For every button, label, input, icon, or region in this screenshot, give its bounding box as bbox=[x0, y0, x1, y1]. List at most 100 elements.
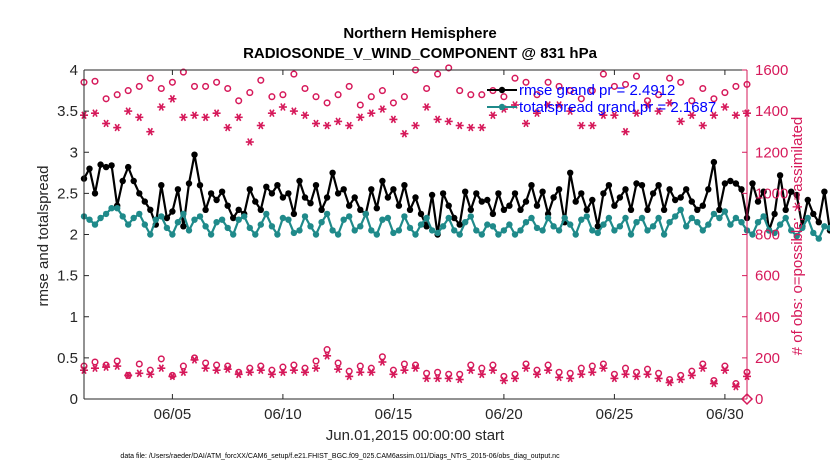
totalspread-point bbox=[268, 223, 276, 230]
totalspread-point bbox=[362, 210, 369, 218]
ticks-layer: 06/05 06/10 06/15 06/20 06/25 06/30 0 0.5 1 1.5 2 2… bbox=[57, 62, 788, 423]
rmse-point bbox=[616, 194, 624, 201]
totalspread-point bbox=[147, 231, 154, 238]
assimilated-obs-point bbox=[643, 370, 652, 379]
rmse-point bbox=[136, 190, 143, 197]
totalspread-point bbox=[771, 229, 778, 237]
assimilated-obs-point bbox=[223, 365, 232, 374]
rmse-point bbox=[174, 186, 182, 193]
assimilated-obs-point bbox=[665, 99, 674, 107]
totalspread-point bbox=[666, 219, 673, 226]
rmse-point bbox=[638, 182, 646, 189]
totalspread-point bbox=[114, 205, 121, 212]
y-tick-label: 2.5 bbox=[57, 185, 78, 202]
rmse-point bbox=[384, 194, 392, 201]
rmse-point bbox=[572, 198, 579, 205]
rmse-point bbox=[754, 198, 762, 205]
totalspread-point bbox=[677, 206, 684, 213]
possible-obs-point bbox=[91, 77, 99, 85]
assimilated-obs-point bbox=[544, 366, 553, 375]
totalspread-point bbox=[174, 219, 182, 226]
assimilated-obs-point bbox=[124, 371, 133, 380]
rmse-point bbox=[550, 194, 557, 201]
possible-obs-point bbox=[511, 74, 519, 82]
totalspread-point bbox=[395, 227, 403, 234]
totalspread-point bbox=[594, 229, 601, 237]
possible-obs-point bbox=[356, 362, 364, 370]
assimilated-obs-point bbox=[488, 366, 497, 375]
possible-obs-point bbox=[467, 91, 475, 99]
totalspread-point bbox=[738, 219, 745, 226]
assimilated-obs-point bbox=[157, 364, 166, 373]
totalspread-point bbox=[401, 213, 408, 220]
totalspread-point bbox=[439, 223, 447, 230]
rmse-point bbox=[716, 206, 723, 213]
assimilated-obs-point bbox=[378, 105, 387, 113]
x-tick-label: 06/05 bbox=[154, 406, 192, 423]
assimilated-obs-point bbox=[433, 115, 442, 124]
x-tick-label: 06/10 bbox=[264, 406, 302, 423]
rmse-point bbox=[699, 202, 706, 209]
totalspread-point bbox=[649, 223, 657, 230]
assimilated-obs-point bbox=[466, 123, 475, 132]
assimilated-obs-point bbox=[190, 111, 199, 120]
series-2 bbox=[80, 64, 751, 109]
possible-obs-point bbox=[323, 99, 331, 107]
assimilated-obs-point bbox=[455, 375, 464, 384]
assimilated-obs-point bbox=[356, 113, 365, 122]
rmse-point bbox=[185, 180, 193, 187]
assimilated-obs-point bbox=[102, 363, 111, 372]
totalspread-point bbox=[97, 214, 104, 222]
totalspread-point bbox=[462, 219, 469, 226]
rmse-point bbox=[329, 169, 336, 176]
rmse-point bbox=[301, 194, 309, 201]
rmse-point bbox=[395, 202, 403, 209]
totalspread-point bbox=[379, 216, 386, 223]
rmse-point bbox=[102, 163, 110, 171]
totalspread-point bbox=[660, 231, 668, 238]
rmse-point bbox=[196, 182, 204, 189]
possible-obs-point bbox=[367, 93, 375, 101]
totalspread-point bbox=[213, 219, 220, 226]
assimilated-obs-point bbox=[267, 370, 276, 379]
rmse-point bbox=[257, 206, 264, 213]
totalspread-point bbox=[152, 216, 159, 223]
totalspread-point bbox=[334, 231, 342, 238]
possible-obs-point bbox=[190, 82, 199, 90]
assimilated-obs-point bbox=[389, 115, 398, 124]
assimilated-obs-point bbox=[522, 119, 530, 128]
rmse-point bbox=[705, 186, 712, 193]
y-tick-label: 3 bbox=[70, 144, 78, 161]
rmse-point bbox=[125, 163, 132, 171]
rmse-point bbox=[672, 196, 679, 204]
series-1 bbox=[80, 205, 830, 242]
totalspread-point bbox=[583, 213, 590, 220]
possible-obs-point bbox=[290, 70, 298, 78]
assimilated-obs-point bbox=[433, 374, 442, 383]
assimilated-obs-point bbox=[102, 119, 111, 128]
assimilated-obs-point bbox=[698, 364, 707, 373]
assimilated-obs-point bbox=[444, 374, 453, 383]
rmse-point bbox=[108, 162, 115, 169]
totalspread-point bbox=[760, 213, 767, 220]
possible-obs-point bbox=[268, 93, 276, 101]
assimilated-obs-point bbox=[444, 117, 453, 126]
totalspread-point bbox=[688, 214, 695, 222]
rmse-point bbox=[340, 186, 347, 193]
totalspread-point bbox=[672, 213, 679, 220]
totalspread-point bbox=[622, 214, 629, 222]
totalspread-point bbox=[749, 231, 756, 238]
assimilated-obs-point bbox=[588, 121, 597, 130]
possible-obs-point bbox=[478, 91, 486, 99]
totalspread-point bbox=[544, 214, 552, 222]
possible-obs-point bbox=[323, 346, 331, 354]
rmse-point bbox=[594, 223, 601, 230]
assimilated-obs-point bbox=[643, 101, 652, 109]
totalspread-point bbox=[776, 221, 784, 228]
possible-obs-point bbox=[489, 361, 497, 369]
totalspread-point bbox=[765, 227, 773, 234]
totalspread-point bbox=[533, 224, 541, 232]
totalspread-point bbox=[727, 221, 734, 228]
assimilated-obs-point bbox=[466, 366, 475, 375]
y-right-tick-label: 1600 bbox=[755, 62, 788, 79]
